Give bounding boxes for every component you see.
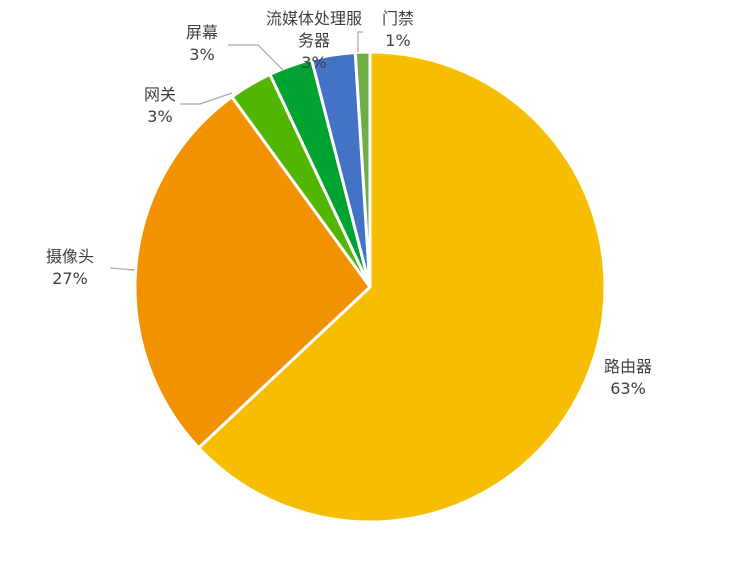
slice-category-label: 网关 bbox=[144, 85, 176, 104]
slice-percent-label: 3% bbox=[147, 107, 172, 126]
slice-percent-label: 3% bbox=[301, 53, 326, 72]
slice-category-label: 屏幕 bbox=[186, 23, 218, 42]
slice-percent-label: 1% bbox=[385, 31, 410, 50]
pie-slice-5 bbox=[353, 50, 372, 288]
pie-slice-1 bbox=[133, 94, 372, 450]
leader-line-5 bbox=[357, 31, 363, 52]
slice-category-label: 务器 bbox=[298, 31, 330, 50]
slice-percent-label: 3% bbox=[189, 45, 214, 64]
slice-percent-label: 27% bbox=[52, 269, 88, 288]
slice-percent-label: 63% bbox=[610, 379, 646, 398]
slice-category-label: 路由器 bbox=[604, 357, 652, 376]
slice-category-label: 门禁 bbox=[382, 9, 414, 28]
leader-line-3 bbox=[228, 44, 284, 71]
leader-line-2 bbox=[180, 92, 233, 105]
leader-line-1 bbox=[109, 267, 136, 271]
slice-category-label: 摄像头 bbox=[46, 247, 94, 266]
slice-category-label: 流媒体处理服 bbox=[266, 9, 362, 28]
pie-slice-0 bbox=[196, 50, 607, 524]
